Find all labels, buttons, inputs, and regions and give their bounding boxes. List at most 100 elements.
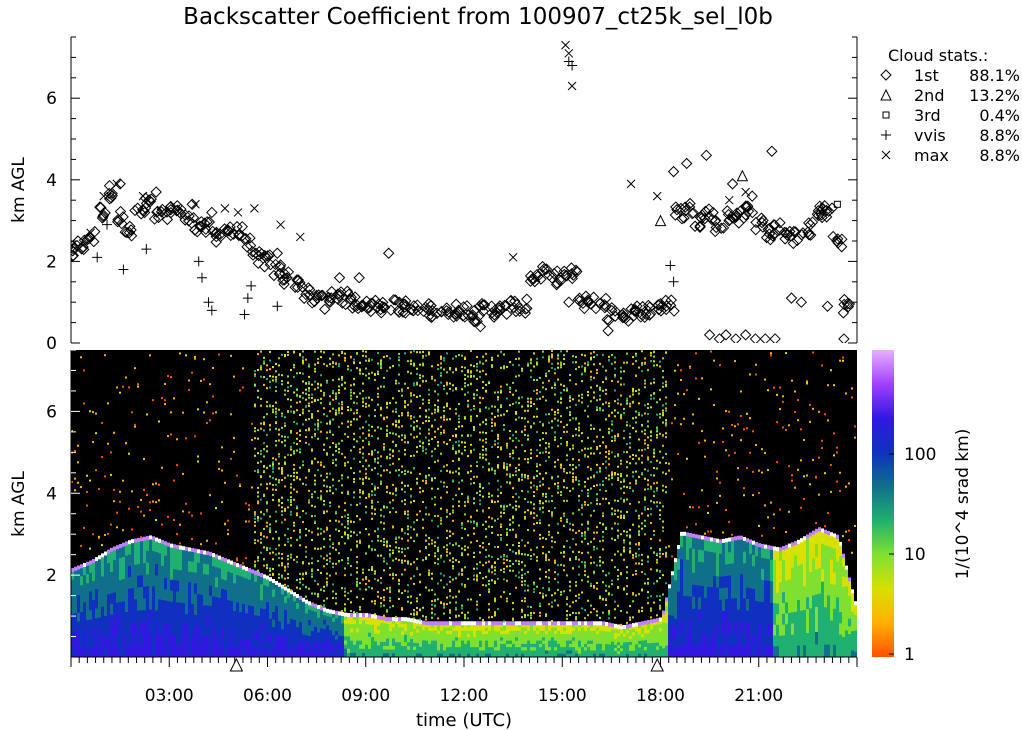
noise-cell: [374, 467, 376, 470]
noise-cell: [377, 370, 379, 373]
noise-cell: [149, 354, 151, 357]
heatmap-cell: [311, 651, 314, 657]
heatmap-cell: [113, 635, 116, 648]
noise-cell: [320, 490, 322, 493]
noise-cell: [377, 579, 379, 582]
heatmap-cell: [278, 614, 281, 623]
noise-cell: [479, 551, 481, 554]
noise-cell: [410, 351, 412, 354]
noise-cell: [461, 526, 463, 529]
noise-cell: [473, 497, 475, 500]
noise-cell: [449, 589, 451, 592]
noise-cell: [377, 395, 379, 398]
heatmap-cell: [461, 640, 464, 645]
noise-cell: [344, 462, 346, 465]
diamond-marker: [365, 297, 377, 310]
noise-cell: [515, 474, 517, 477]
heatmap-cell: [509, 630, 512, 636]
heatmap-column: [326, 364, 329, 657]
heatmap-cell: [281, 608, 284, 617]
noise-cell: [419, 573, 421, 576]
heatmap-cell: [80, 594, 83, 605]
heatmap-cell: [182, 549, 185, 561]
noise-cell: [467, 405, 469, 408]
heatmap-cell: [305, 618, 308, 626]
noise-cell: [452, 447, 454, 450]
noise-cell: [347, 527, 349, 530]
noise-cell: [452, 389, 454, 392]
noise-cell: [308, 443, 310, 446]
noise-cell: [269, 529, 271, 532]
heatmap-cell: [374, 653, 377, 657]
heatmap-column: [329, 357, 332, 657]
noise-cell: [296, 449, 298, 452]
noise-cell: [350, 565, 352, 568]
heatmap-cell: [185, 592, 188, 605]
diamond-marker: [519, 307, 532, 319]
heatmap-cell: [335, 626, 338, 633]
noise-cell: [314, 388, 316, 391]
heatmap-cell: [371, 633, 374, 639]
heatmap-cell: [254, 581, 257, 592]
cross-marker: [233, 208, 243, 217]
heatmap-column: [422, 350, 425, 657]
heatmap-cell: [512, 634, 515, 639]
heatmap-cell: [278, 592, 281, 602]
noise-cell: [323, 465, 325, 468]
heatmap-column: [287, 351, 290, 657]
heatmap-cell: [131, 599, 134, 613]
cloud-base-cell: [194, 548, 197, 553]
noise-cell: [491, 499, 493, 502]
noise-cell: [359, 588, 361, 591]
cloud-base-cell: [269, 577, 272, 582]
noise-cell: [473, 397, 475, 400]
noise-cell: [458, 444, 460, 447]
noise-cell: [464, 583, 466, 586]
heatmap-cell: [200, 594, 203, 606]
diamond-marker: [71, 242, 79, 255]
cloud-base-cell: [359, 613, 362, 618]
heatmap-cell: [143, 539, 146, 553]
noise-cell: [338, 505, 340, 508]
diamond-marker: [103, 193, 116, 205]
noise-cell: [356, 402, 358, 405]
noise-cell: [374, 548, 376, 551]
noise-cell: [497, 354, 499, 357]
heatmap-cell: [410, 635, 413, 641]
heatmap-column: [263, 356, 266, 657]
noise-cell: [470, 417, 472, 420]
heatmap-cell: [161, 645, 164, 657]
heatmap-column: [368, 357, 371, 657]
cloud-base-cell: [404, 617, 407, 622]
noise-cell: [287, 375, 289, 378]
noise-cell: [461, 425, 463, 428]
noise-cell: [428, 474, 430, 477]
noise-cell: [470, 449, 472, 452]
heatmap-cell: [401, 631, 404, 636]
heatmap-cell: [386, 631, 389, 636]
heatmap-cell: [329, 612, 332, 618]
noise-cell: [314, 505, 316, 508]
heatmap-cell: [458, 637, 461, 642]
heatmap-column: [206, 401, 209, 657]
heatmap-cell: [437, 630, 440, 636]
noise-cell: [389, 555, 391, 558]
noise-cell: [371, 371, 373, 374]
heatmap-cell: [431, 640, 434, 645]
noise-cell: [422, 526, 424, 529]
noise-cell: [287, 527, 289, 530]
heatmap-cell: [191, 604, 194, 616]
noise-cell: [503, 428, 505, 431]
heatmap-cell: [191, 614, 194, 627]
diamond-marker: [616, 309, 629, 321]
noise-cell: [119, 391, 121, 394]
heatmap-cell: [497, 647, 500, 652]
noise-cell: [461, 370, 463, 373]
noise-cell: [317, 461, 319, 464]
noise-cell: [323, 363, 325, 366]
heatmap-cell: [113, 570, 116, 583]
noise-cell: [434, 390, 436, 393]
heatmap-cell: [383, 653, 386, 657]
heatmap-cell: [371, 653, 374, 657]
cloud-base-cell: [332, 610, 335, 615]
